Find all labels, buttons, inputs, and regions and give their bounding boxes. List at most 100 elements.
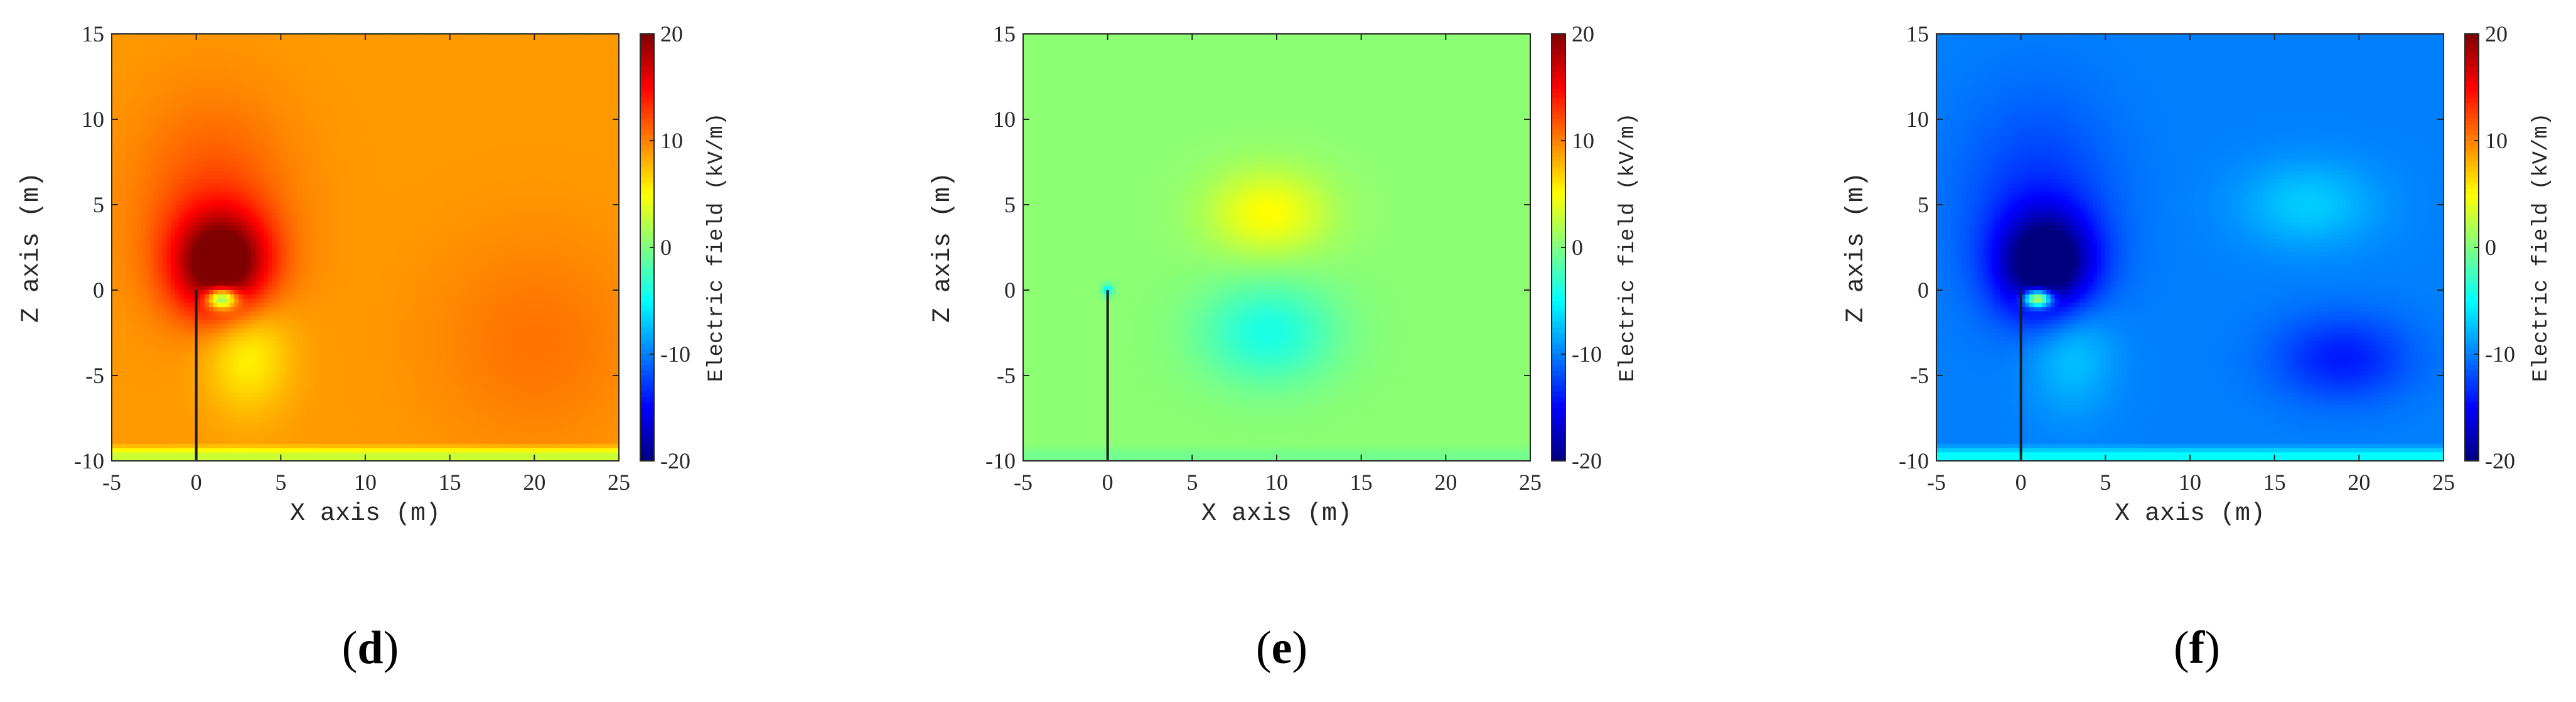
heatmap-cell: [217, 51, 222, 55]
heatmap-cell: [513, 38, 518, 43]
heatmap-cell: [387, 34, 391, 38]
heatmap-cell: [492, 98, 496, 102]
heatmap-cell: [302, 38, 306, 43]
heatmap-cell: [314, 107, 319, 111]
heatmap-cell: [247, 85, 251, 90]
heatmap-cell: [331, 64, 336, 68]
heatmap-cell: [441, 89, 446, 94]
heatmap-cell: [340, 64, 345, 68]
heatmap-cell: [180, 98, 184, 102]
heatmap-cell: [336, 81, 340, 85]
heatmap-cell: [264, 72, 268, 77]
heatmap-cell: [200, 89, 205, 94]
heatmap-cell: [547, 51, 552, 55]
heatmap-cell: [365, 119, 370, 124]
heatmap-cell: [496, 55, 501, 60]
heatmap-cell: [272, 60, 277, 64]
heatmap-cell: [433, 72, 437, 77]
heatmap-cell: [285, 64, 289, 68]
heatmap-cell: [171, 85, 175, 90]
heatmap-cell: [463, 111, 467, 115]
heatmap-cell: [412, 81, 416, 85]
heatmap-cell: [390, 98, 395, 102]
heatmap-cell: [551, 81, 555, 85]
heatmap-cell: [407, 119, 412, 124]
heatmap-cell: [175, 94, 180, 98]
heatmap-cell: [484, 89, 488, 94]
heatmap-cell: [255, 98, 260, 102]
heatmap-cell: [163, 89, 167, 94]
heatmap-cell: [247, 107, 251, 111]
heatmap-cell: [395, 111, 399, 115]
heatmap-cell: [500, 89, 505, 94]
heatmap-cell: [526, 64, 530, 68]
heatmap-cell: [467, 38, 471, 43]
heatmap-cell: [217, 98, 222, 102]
heatmap-cell: [484, 94, 488, 98]
heatmap-cell: [319, 38, 323, 43]
heatmap-cell: [365, 81, 370, 85]
heatmap-cell: [589, 107, 594, 111]
heatmap-cell: [421, 98, 425, 102]
heatmap-cell: [120, 119, 124, 124]
heatmap-cell: [395, 72, 399, 77]
heatmap-cell: [200, 94, 205, 98]
heatmap-cell: [463, 115, 467, 119]
heatmap-cell: [196, 94, 201, 98]
heatmap-cell: [158, 55, 163, 60]
heatmap-cell: [475, 81, 480, 85]
heatmap-cell: [454, 38, 458, 43]
heatmap-cell: [175, 107, 180, 111]
heatmap-cell: [585, 46, 589, 51]
heatmap-cell: [416, 94, 421, 98]
heatmap-cell: [243, 64, 247, 68]
heatmap-cell: [226, 102, 230, 107]
heatmap-cell: [294, 34, 298, 38]
heatmap-cell: [471, 102, 475, 107]
heatmap-cell: [196, 64, 201, 68]
heatmap-cell: [222, 60, 226, 64]
heatmap-cell: [146, 38, 150, 43]
heatmap-cell: [116, 64, 121, 68]
heatmap-cell: [222, 43, 226, 47]
heatmap-cell: [572, 98, 577, 102]
heatmap-cell: [560, 107, 564, 111]
heatmap-cell: [484, 38, 488, 43]
heatmap-cell: [272, 85, 277, 90]
heatmap-cell: [196, 111, 201, 115]
heatmap-cell: [429, 43, 433, 47]
heatmap-cell: [424, 38, 429, 43]
heatmap-cell: [412, 43, 416, 47]
heatmap-cell: [239, 119, 243, 124]
heatmap-cell: [116, 43, 121, 47]
heatmap-cell: [560, 77, 564, 81]
heatmap-cell: [120, 64, 124, 68]
heatmap-cell: [154, 85, 158, 90]
heatmap-cell: [133, 64, 137, 68]
heatmap-cell: [183, 102, 188, 107]
heatmap-cell: [530, 115, 535, 119]
heatmap-cell: [416, 38, 421, 43]
heatmap-cell: [412, 46, 416, 51]
heatmap-cell: [306, 46, 311, 51]
heatmap-cell: [171, 46, 175, 51]
heatmap-cell: [239, 89, 243, 94]
heatmap-cell: [496, 102, 501, 107]
heatmap-cell: [200, 64, 205, 68]
heatmap-cell: [298, 34, 302, 38]
heatmap-cell: [513, 77, 518, 81]
heatmap-cell: [163, 51, 167, 55]
heatmap-cell: [475, 85, 480, 90]
heatmap-cell: [551, 85, 555, 90]
heatmap-cell: [146, 46, 150, 51]
heatmap-cell: [370, 46, 374, 51]
heatmap-cell: [243, 77, 247, 81]
heatmap-cell: [581, 115, 585, 119]
heatmap-cell: [327, 85, 331, 90]
heatmap-cell: [446, 81, 450, 85]
heatmap-cell: [277, 107, 281, 111]
heatmap-cell: [509, 98, 513, 102]
heatmap-cell: [289, 98, 294, 102]
heatmap-cell: [234, 107, 239, 111]
heatmap-cell: [289, 102, 294, 107]
